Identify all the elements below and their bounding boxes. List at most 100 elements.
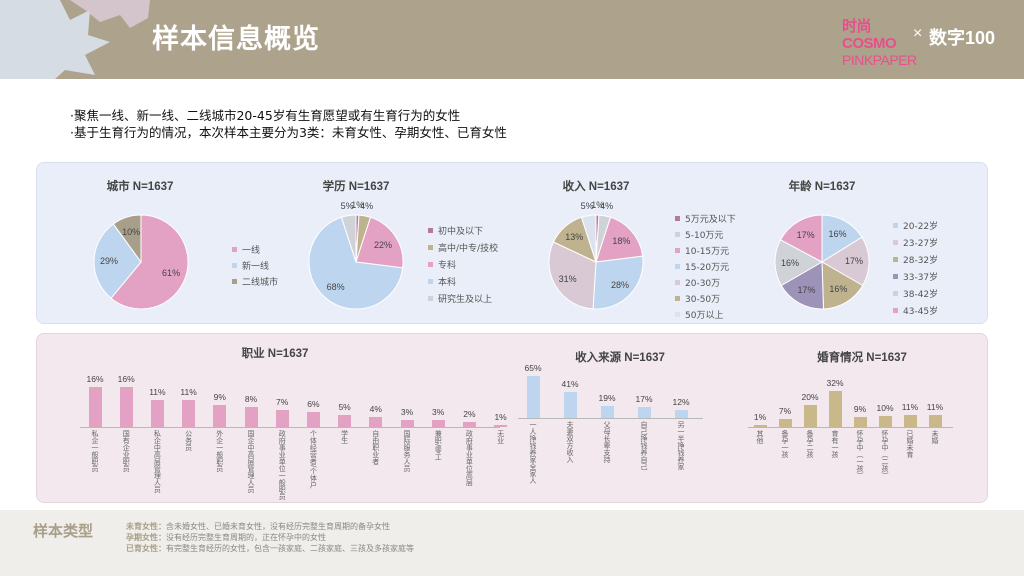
- sample-type-box: [0, 510, 1024, 576]
- age-slice-label: 16%: [829, 284, 848, 295]
- legend-swatch: [428, 228, 433, 233]
- occupation-bar: [494, 424, 508, 427]
- age-slice: [821, 214, 863, 263]
- occupation-bar: [182, 399, 196, 427]
- marital-bar-category: 已婚未育: [906, 430, 914, 458]
- income-slice-label: 31%: [558, 273, 577, 284]
- legend-label: 30-50万: [685, 295, 721, 305]
- occupation-bar: [213, 404, 227, 427]
- legend-swatch: [675, 312, 680, 317]
- age-pie: [774, 214, 870, 310]
- marital-bar: [878, 415, 892, 427]
- legend-swatch: [675, 232, 680, 237]
- legend-swatch: [675, 264, 680, 269]
- income-legend-item: 10-15万元: [675, 244, 729, 257]
- income-slice: [592, 255, 644, 310]
- income-legend-item: 15-20万元: [675, 260, 729, 273]
- income-legend-item: 5-10万元: [675, 228, 723, 241]
- sample-type-line: 孕期女性：没有经历完整生育周期的，正在怀孕中的女性: [126, 532, 326, 543]
- header-band: 样本信息概览 时尚COSMO PINKPAPER × 数字100: [0, 0, 1024, 79]
- occupation-bar-category: 公务员: [184, 430, 193, 451]
- marital-bar-value: 7%: [778, 406, 792, 417]
- chart-title: 职业 N=1637: [241, 348, 309, 360]
- age-slice: [779, 214, 823, 263]
- legend-swatch: [893, 223, 898, 228]
- marital-bar: [903, 414, 917, 427]
- education-legend-item: 初中及以下: [428, 224, 483, 237]
- sample-type-label: 孕期女性：: [126, 533, 166, 542]
- legend-swatch: [232, 263, 237, 268]
- cosmo-logo-line2: PINKPAPER: [842, 52, 917, 68]
- city-legend-item: 一线: [232, 243, 260, 256]
- occupation-bar-value: 16%: [117, 374, 135, 384]
- occupation-bar: [244, 407, 258, 427]
- marital-bar: [828, 391, 842, 427]
- occupation-bar-category: 政府事业单位一般职员: [278, 430, 287, 500]
- education-slice-label: 4%: [360, 201, 374, 211]
- age-legend-item: 38-42岁: [893, 287, 938, 300]
- legend-swatch: [675, 248, 680, 253]
- marital-bar-value: 9%: [853, 403, 867, 414]
- legend-label: 一线: [242, 246, 261, 256]
- income-slice-label: 18%: [612, 236, 631, 247]
- city-slice: [110, 214, 189, 310]
- income-slice: [580, 214, 597, 263]
- legend-label: 50万以上: [685, 311, 724, 321]
- marital-bar-value: 10%: [876, 402, 894, 413]
- income-pie: [548, 214, 644, 310]
- legend-label: 20-30万: [685, 279, 721, 289]
- city-legend-item: 新一线: [232, 259, 269, 272]
- income_source-bar: [637, 407, 651, 418]
- age-slice: [774, 239, 824, 287]
- occupation-bar-value: 11%: [180, 386, 197, 397]
- marital-bar-value: 11%: [926, 401, 944, 412]
- income_source-bar-category: 一人挣钱养家全家人: [529, 421, 537, 484]
- city-slice: [112, 214, 142, 264]
- intro-bullets: ·聚焦一线、新一线、二线城市20-45岁有生育愿望或有生育行为的女性 ·基于生育…: [70, 107, 507, 141]
- income_source-bar-value: 19%: [598, 392, 616, 403]
- education-slice: [308, 216, 404, 310]
- marital-bar-value: 1%: [753, 412, 767, 422]
- legend-swatch: [428, 245, 433, 250]
- legend-label: 5-10万元: [685, 231, 724, 241]
- occupation-baseline: [80, 427, 500, 428]
- age-slice-label: 16%: [781, 257, 800, 268]
- income_source-bar-value: 65%: [524, 363, 542, 373]
- occupation-bar: [306, 412, 320, 427]
- legend-label: 20-22岁: [903, 222, 939, 232]
- income_source-bar: [526, 376, 540, 418]
- legend-swatch: [675, 216, 680, 221]
- marital-bar: [928, 414, 942, 427]
- city-slice-label: 61%: [162, 267, 181, 278]
- sample-type-line: 已育女性：有完整生育经历的女性，包含一孩家庭、二孩家庭、三孩及多孩家庭等: [126, 543, 414, 554]
- occupation-bar-value: 11%: [149, 386, 166, 397]
- income-slice-label: 5%: [580, 200, 594, 211]
- income_source-bar-value: 12%: [672, 397, 690, 408]
- age-slice: [821, 236, 870, 287]
- occupation-bar-value: 4%: [369, 404, 382, 414]
- legend-label: 二线城市: [242, 278, 279, 288]
- occupation-bar-category: 政府事业单位高层: [465, 430, 474, 486]
- education-legend-item: 高中/中专/技校: [428, 241, 498, 254]
- income-legend-item: 50万以上: [675, 308, 723, 321]
- legend-swatch: [893, 291, 898, 296]
- education-slice: [355, 216, 404, 269]
- income-legend-item: 30-50万: [675, 292, 720, 305]
- education-slice-label: 22%: [373, 239, 392, 250]
- occupation-bar-value: 6%: [307, 399, 320, 409]
- legend-swatch: [428, 262, 433, 267]
- occupation-bar-category: 国有企业职员: [122, 430, 131, 472]
- age-legend-item: 23-27岁: [893, 236, 938, 249]
- occupation-bar-category: 私企中高层管理人员: [153, 430, 162, 493]
- marital-baseline: [748, 427, 953, 428]
- legend-swatch: [893, 257, 898, 262]
- income_source-bar: [563, 391, 577, 418]
- occupation-bar: [369, 417, 383, 427]
- legend-label: 23-27岁: [903, 239, 939, 249]
- legend-swatch: [893, 240, 898, 245]
- occupation-bar-value: 2%: [463, 409, 476, 419]
- legend-swatch: [893, 274, 898, 279]
- city-legend-item: 二线城市: [232, 275, 278, 288]
- occupation-bar-value: 3%: [400, 406, 414, 417]
- legend-label: 15-20万元: [685, 263, 730, 273]
